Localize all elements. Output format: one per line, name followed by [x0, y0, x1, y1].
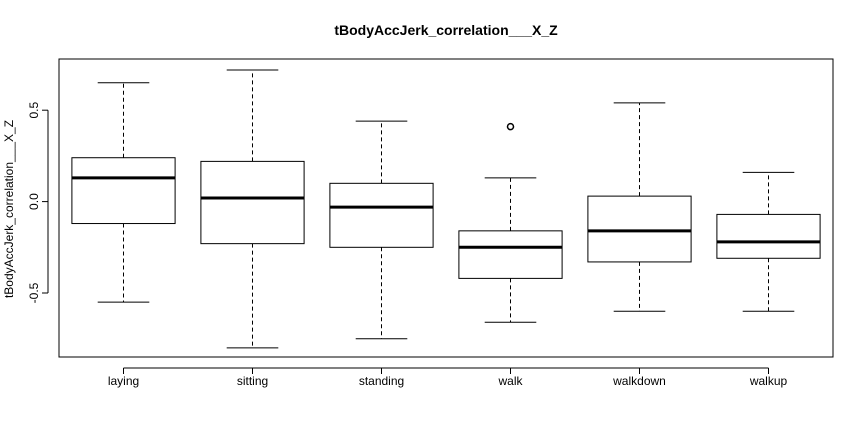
plot-frame [58, 58, 834, 358]
iqr-box [200, 160, 305, 245]
box-walk [458, 122, 563, 323]
y-tick-label: -0.5 [27, 282, 41, 303]
outlier-point [506, 122, 515, 131]
iqr-box [716, 213, 821, 259]
boxes-group [71, 69, 821, 349]
iqr-box [458, 230, 563, 279]
box-walkdown [587, 102, 692, 312]
y-tick-label: 0.0 [27, 193, 41, 210]
y-axis-label: tBodyAccJerk_correlation___X_Z [2, 120, 16, 298]
x-tick-label: laying [108, 374, 139, 388]
x-tick-label: walkup [749, 374, 788, 388]
box-walkup [716, 171, 821, 312]
x-tick-label: walkdown [612, 374, 666, 388]
x-tick-label: standing [359, 374, 404, 388]
box-standing [329, 120, 434, 340]
x-axis: laying sitting standing walk walkdown walkup [108, 367, 788, 388]
box-laying [71, 82, 176, 303]
box-sitting [200, 69, 305, 349]
chart-title: tBodyAccJerk_correlation___X_Z [334, 22, 558, 38]
y-tick-label: 0.5 [27, 102, 41, 119]
iqr-box [587, 195, 692, 263]
y-axis: 0.5 0.0 -0.5 [27, 102, 49, 303]
x-tick-label: sitting [237, 374, 268, 388]
iqr-box [71, 157, 176, 225]
x-tick-label: walk [497, 374, 523, 388]
iqr-box [329, 182, 434, 248]
